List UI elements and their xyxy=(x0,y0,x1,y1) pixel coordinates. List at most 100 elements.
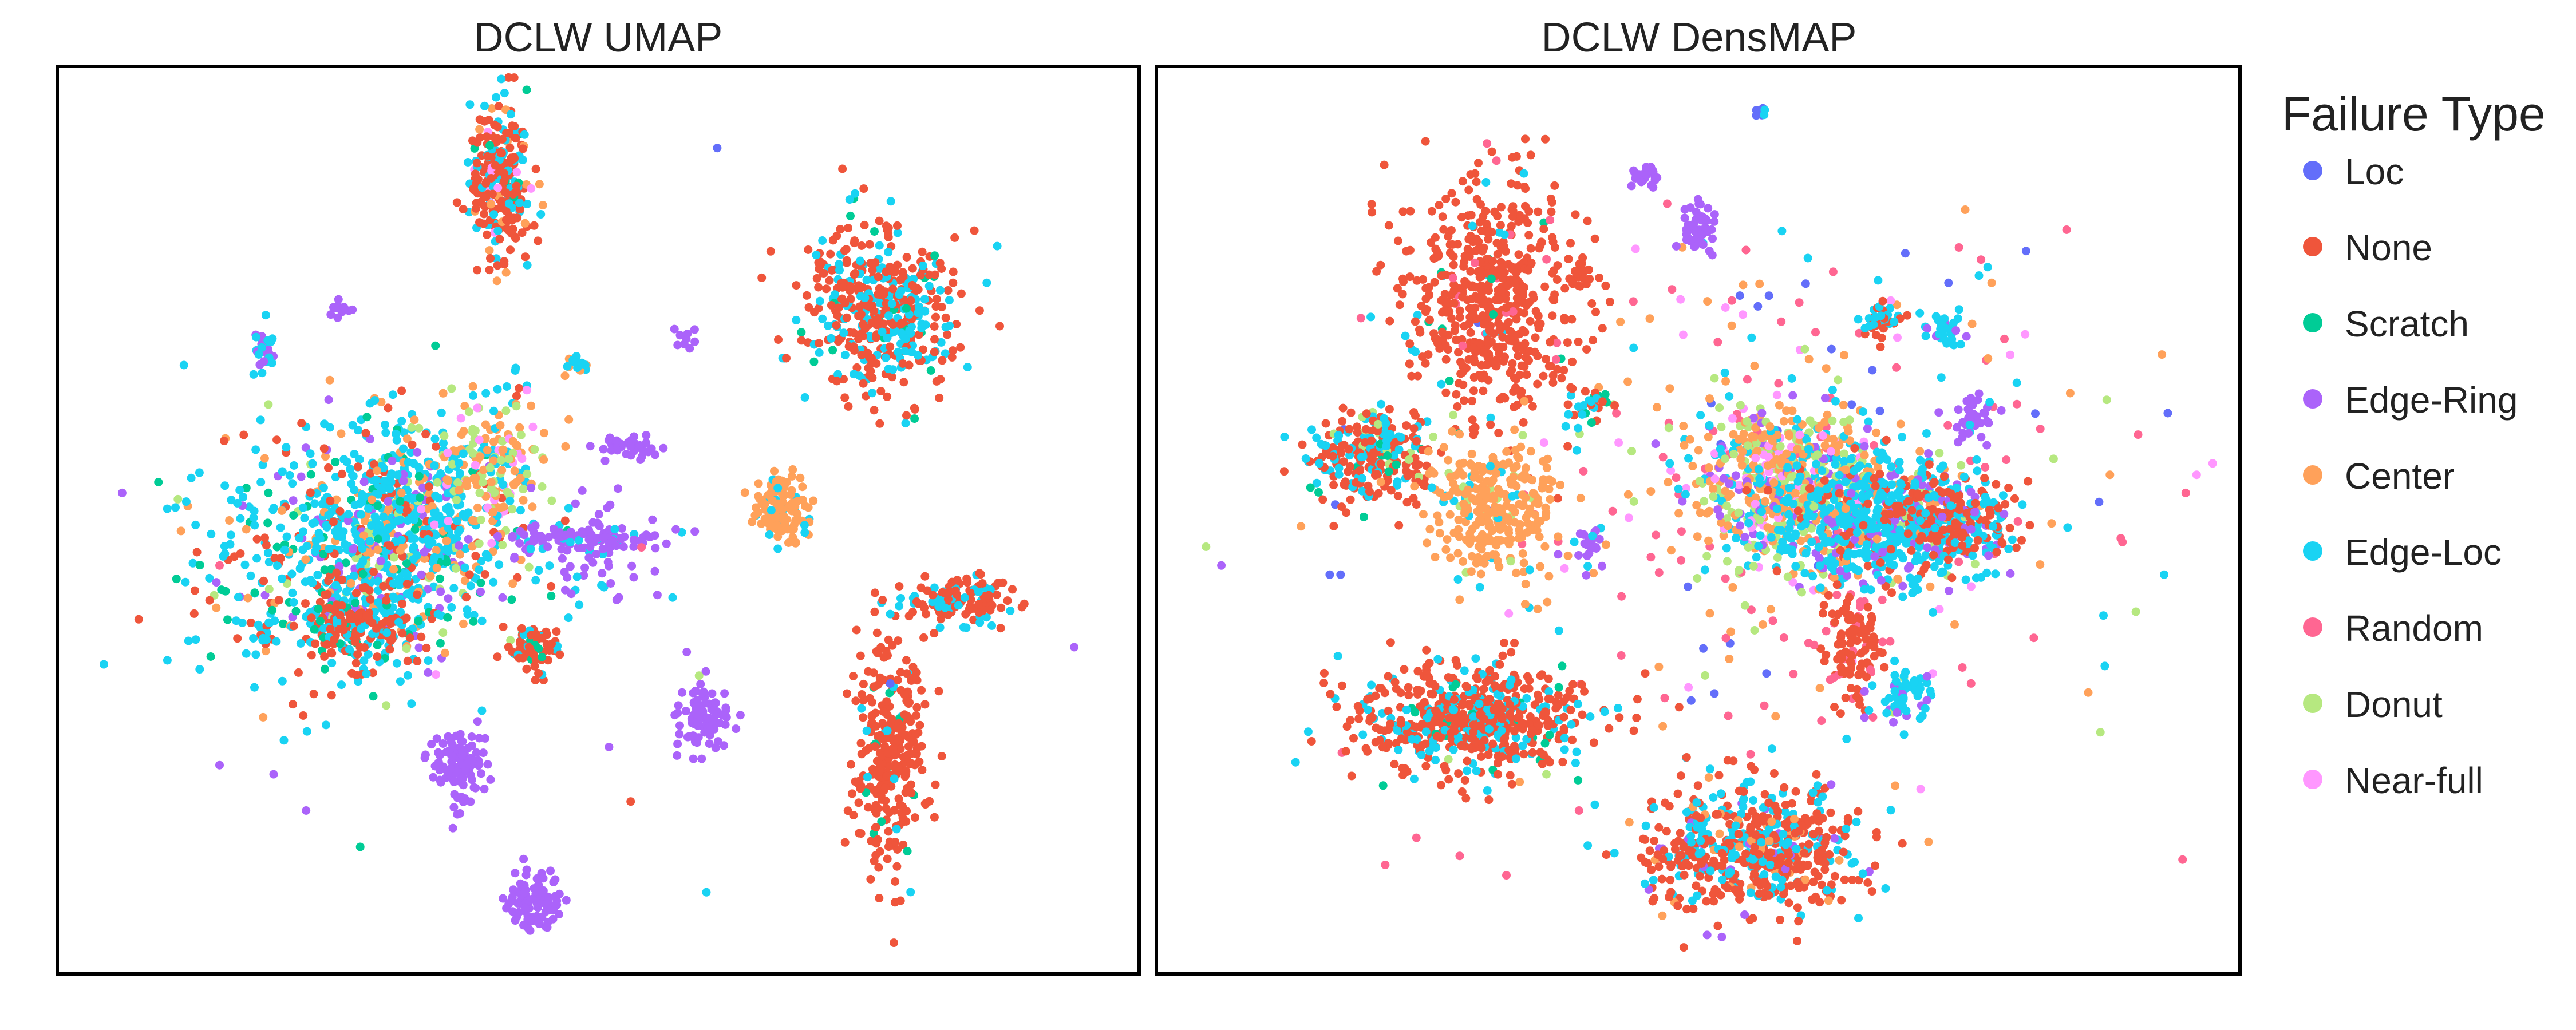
scatter-point-edge-ring xyxy=(117,488,127,497)
scatter-point-center xyxy=(1541,512,1550,521)
scatter-point-edge-ring xyxy=(498,593,507,602)
scatter-point-scratch xyxy=(310,625,319,634)
scatter-point-random xyxy=(1660,694,1669,703)
scatter-point-edge-loc xyxy=(268,505,278,514)
scatter-point-edge-loc xyxy=(295,564,305,573)
scatter-point-none xyxy=(1374,489,1383,498)
scatter-point-none xyxy=(1495,395,1504,404)
scatter-point-none xyxy=(353,462,362,472)
scatter-point-none xyxy=(1539,224,1548,233)
scatter-point-none xyxy=(849,672,858,680)
scatter-point-edge-ring xyxy=(515,538,524,548)
scatter-point-center xyxy=(487,104,496,113)
scatter-point-edge-loc xyxy=(520,130,529,139)
scatter-point-none xyxy=(1341,477,1350,486)
scatter-point-edge-ring xyxy=(511,869,520,878)
densmap-panel: DCLW DensMAP xyxy=(1155,15,2242,976)
scatter-point-center xyxy=(777,505,787,514)
scatter-point-none xyxy=(1460,281,1469,290)
scatter-point-donut xyxy=(1750,626,1759,635)
scatter-point-none xyxy=(531,629,540,639)
scatter-point-none xyxy=(1398,207,1408,216)
scatter-point-edge-loc xyxy=(773,484,783,493)
scatter-point-donut xyxy=(523,469,532,478)
scatter-point-edge-loc xyxy=(270,616,279,625)
scatter-point-edge-loc xyxy=(280,545,289,554)
scatter-point-random xyxy=(1724,711,1733,720)
scatter-point-none xyxy=(1472,195,1481,204)
scatter-point-edge-loc xyxy=(459,449,468,458)
scatter-point-edge-ring xyxy=(617,534,626,544)
scatter-point-center xyxy=(277,506,286,515)
scatter-point-donut xyxy=(1696,477,1704,486)
scatter-point-edge-loc xyxy=(278,676,287,686)
scatter-point-edge-ring xyxy=(1788,391,1797,400)
scatter-point-none xyxy=(998,578,1008,587)
scatter-point-none xyxy=(804,245,813,254)
scatter-point-none xyxy=(1541,134,1550,144)
scatter-point-edge-ring xyxy=(673,751,682,760)
scatter-point-edge-loc xyxy=(489,577,498,587)
scatter-point-random xyxy=(1608,506,1617,516)
scatter-point-none xyxy=(878,596,887,604)
scatter-point-none xyxy=(1380,160,1389,169)
scatter-point-donut xyxy=(475,488,484,497)
scatter-point-edge-loc xyxy=(982,278,991,287)
scatter-point-edge-loc xyxy=(350,450,359,459)
scatter-point-none xyxy=(930,813,939,822)
scatter-point-center xyxy=(1435,488,1444,497)
scatter-point-edge-ring xyxy=(483,760,492,769)
scatter-point-edge-loc xyxy=(252,554,262,563)
scatter-point-edge-ring xyxy=(509,885,518,894)
scatter-point-none xyxy=(1469,309,1478,318)
scatter-point-center xyxy=(788,465,797,474)
scatter-point-random xyxy=(215,561,224,570)
scatter-point-near-full xyxy=(1624,513,1633,522)
scatter-point-edge-loc xyxy=(460,563,469,572)
scatter-point-none xyxy=(337,601,346,610)
scatter-point-edge-loc xyxy=(566,538,575,547)
scatter-point-random xyxy=(1943,421,1953,430)
scatter-point-edge-ring xyxy=(507,897,516,906)
scatter-point-none xyxy=(320,590,329,599)
scatter-point-edge-ring xyxy=(399,476,408,485)
scatter-point-edge-loc xyxy=(205,573,214,583)
scatter-point-none xyxy=(1329,521,1338,530)
scatter-point-edge-ring xyxy=(486,775,495,784)
scatter-point-none xyxy=(413,657,422,665)
scatter-point-edge-ring xyxy=(448,823,457,833)
scatter-point-near-full xyxy=(1539,438,1548,447)
scatter-point-edge-ring xyxy=(603,557,613,566)
scatter-point-center xyxy=(476,452,485,461)
scatter-point-scratch xyxy=(910,414,919,423)
scatter-point-none xyxy=(1469,343,1478,352)
scatter-point-edge-ring xyxy=(413,447,422,457)
scatter-point-center xyxy=(499,502,508,512)
scatter-point-edge-ring xyxy=(471,783,480,793)
scatter-point-none xyxy=(871,823,880,831)
scatter-point-scratch xyxy=(369,692,378,701)
scatter-point-none xyxy=(327,691,336,700)
scatter-point-edge-ring xyxy=(343,516,353,525)
scatter-point-none xyxy=(1560,284,1570,293)
scatter-point-edge-loc xyxy=(367,521,376,530)
scatter-point-edge-loc xyxy=(906,888,915,897)
scatter-point-random xyxy=(1381,861,1390,869)
scatter-point-none xyxy=(893,221,902,230)
scatter-point-none xyxy=(899,272,908,281)
scatter-point-edge-ring xyxy=(613,446,622,455)
scatter-point-edge-loc xyxy=(406,448,416,457)
scatter-point-random xyxy=(1954,557,1963,566)
scatter-point-random xyxy=(1356,314,1365,323)
scatter-point-none xyxy=(846,286,854,295)
scatter-point-edge-ring xyxy=(647,444,656,453)
scatter-point-center xyxy=(488,547,497,556)
scatter-point-edge-loc xyxy=(856,292,865,301)
scatter-point-none xyxy=(354,611,363,620)
scatter-point-none xyxy=(472,204,480,213)
scatter-point-edge-ring xyxy=(376,557,385,565)
scatter-point-none xyxy=(928,591,937,600)
scatter-point-donut xyxy=(1629,497,1638,506)
scatter-point-none xyxy=(1486,420,1495,429)
scatter-point-center xyxy=(754,492,763,501)
